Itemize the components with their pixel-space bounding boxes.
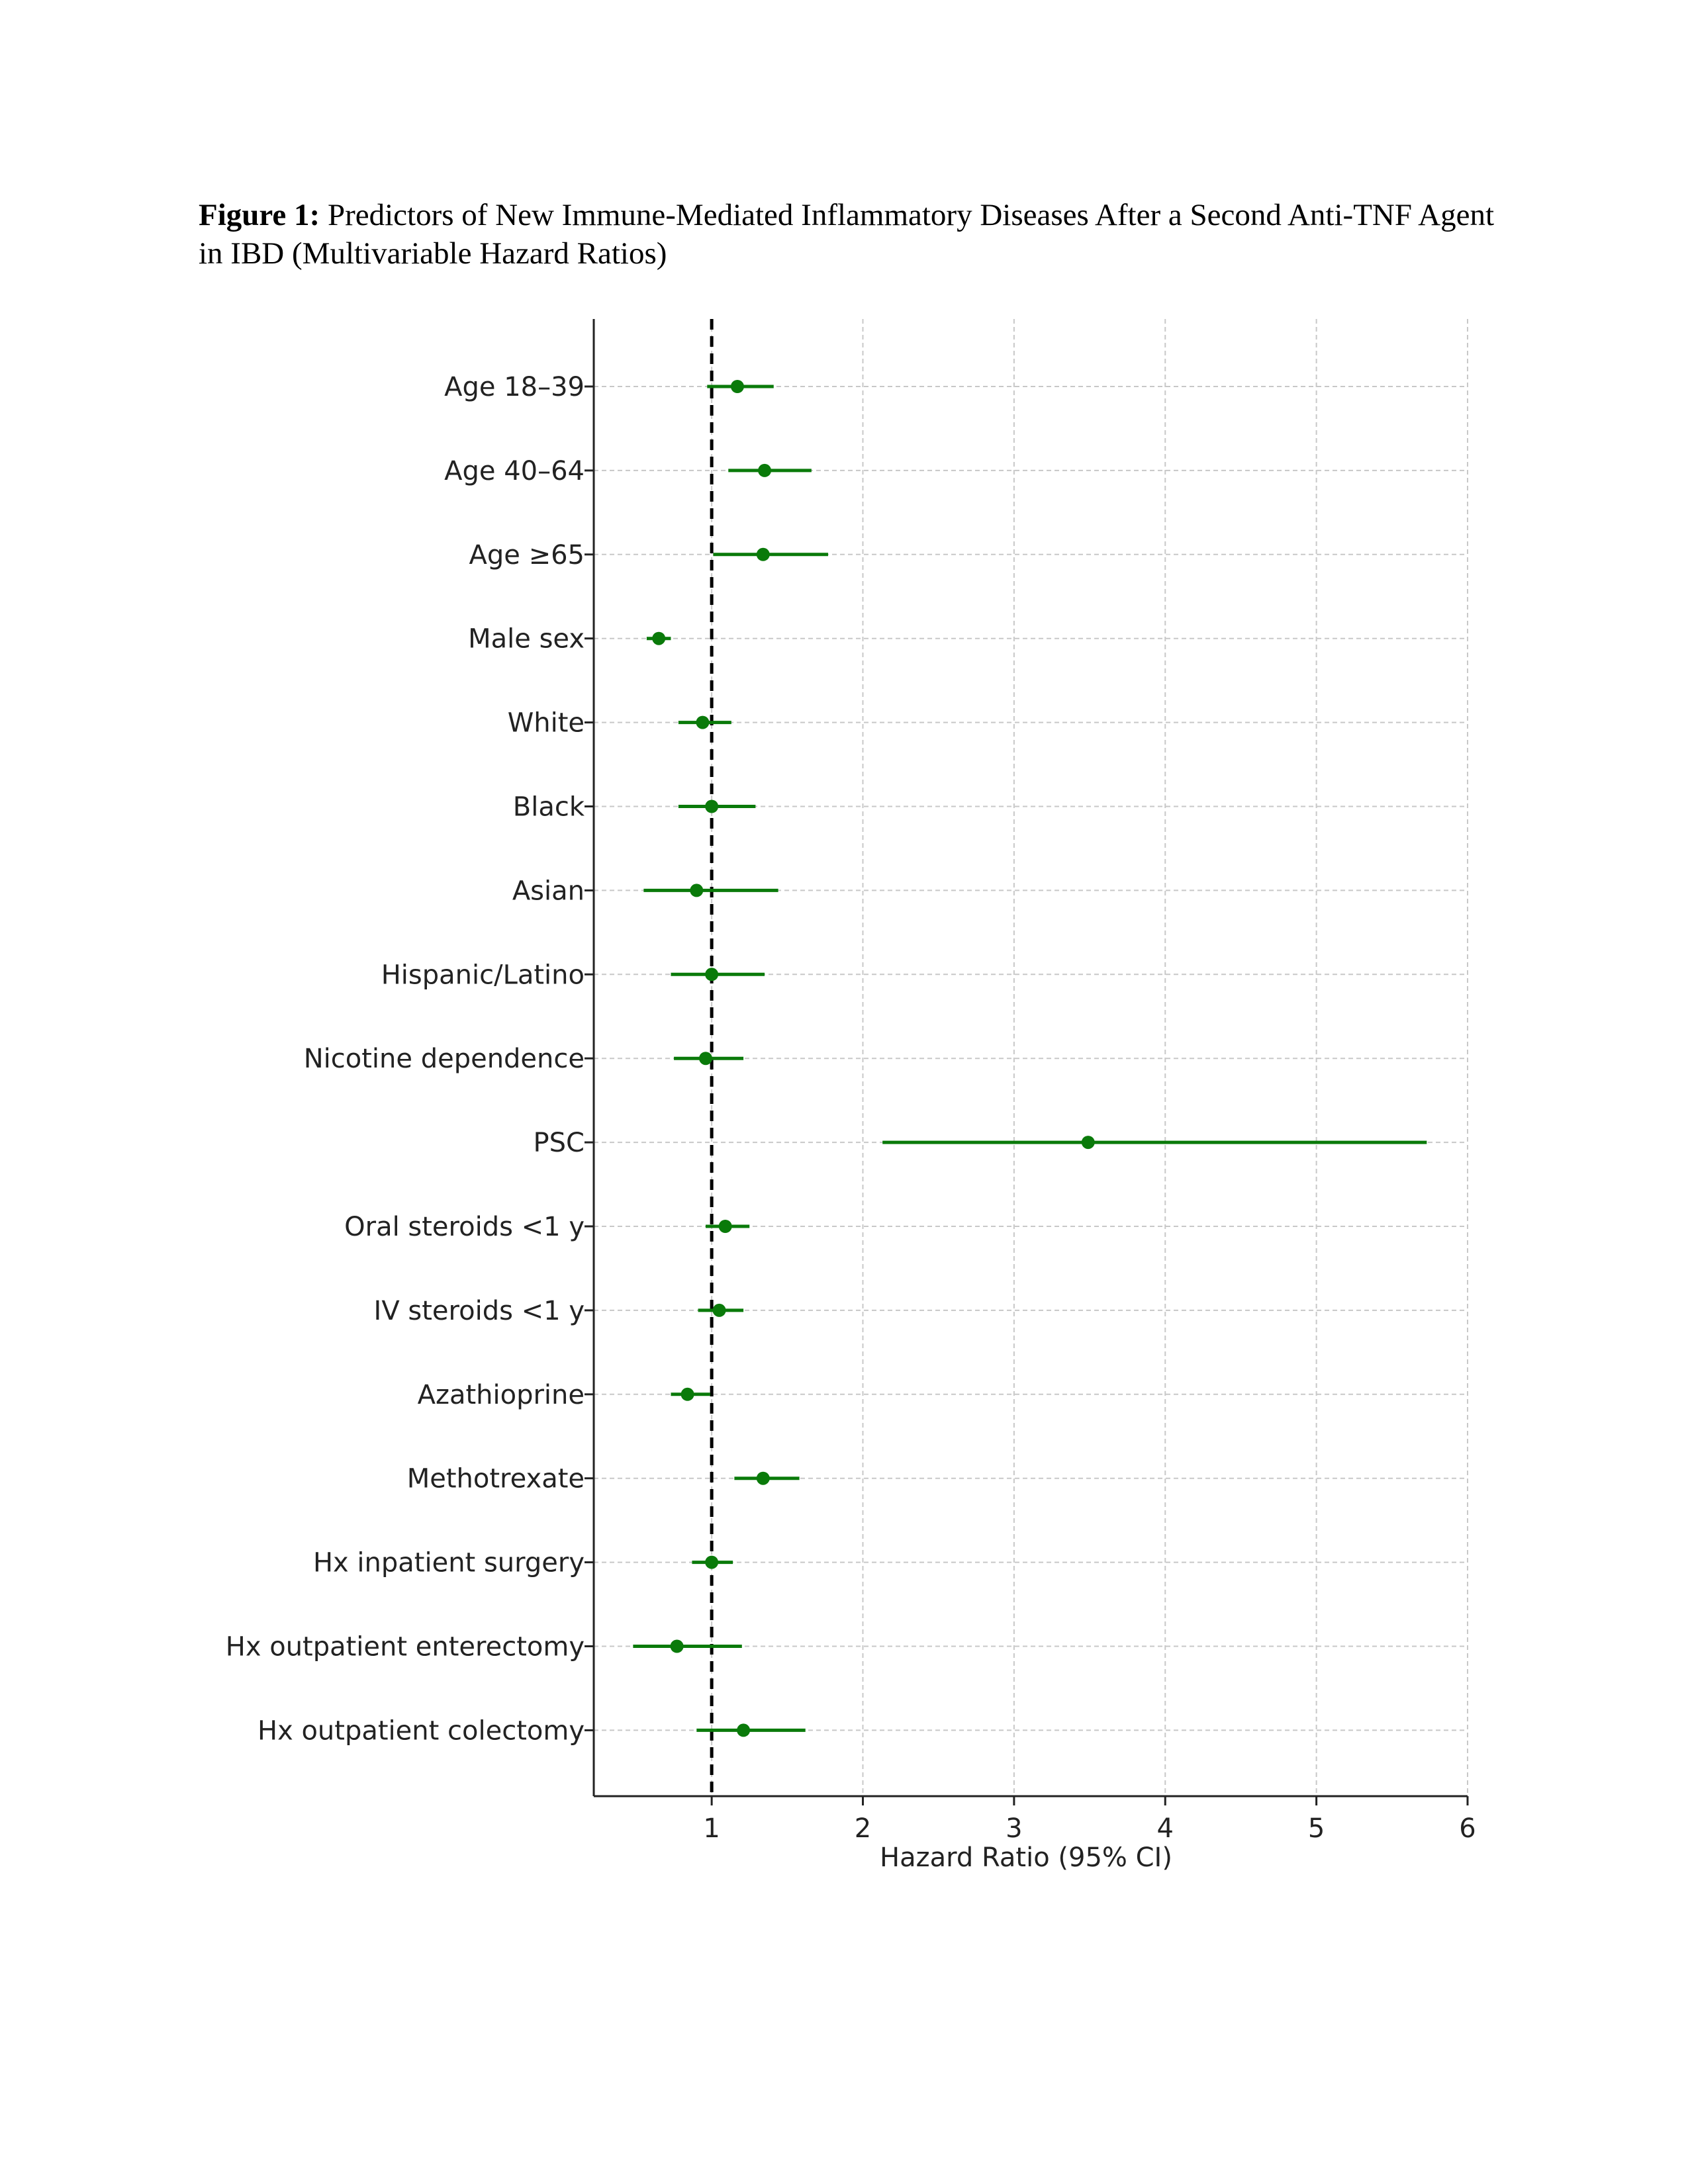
hr-point bbox=[698, 1052, 712, 1066]
hr-point bbox=[756, 547, 770, 561]
row-label: Age ≥65 bbox=[469, 540, 585, 570]
row-label: PSC bbox=[534, 1128, 585, 1158]
row-label: IV steroids <1 y bbox=[374, 1296, 585, 1326]
row-label: Hispanic/Latino bbox=[381, 960, 585, 990]
row-label: Age 18–39 bbox=[444, 372, 585, 402]
x-tick-label: 5 bbox=[1308, 1813, 1325, 1844]
row-labels: Age 18–39 Age 40–64 Age ≥65 Male sex White Bl… bbox=[226, 372, 585, 1746]
row-label: Hx outpatient enterectomy bbox=[226, 1632, 585, 1662]
x-tick-label: 6 bbox=[1459, 1813, 1476, 1844]
row-label: Azathioprine bbox=[418, 1380, 585, 1410]
hr-point bbox=[705, 968, 719, 981]
hr-point bbox=[1081, 1136, 1095, 1150]
x-tick-label: 2 bbox=[855, 1813, 871, 1844]
row-label: Asian bbox=[512, 876, 585, 906]
row-label: Nicotine dependence bbox=[304, 1044, 585, 1074]
figure-label: Figure 1: bbox=[199, 198, 320, 232]
hr-point bbox=[705, 1555, 719, 1569]
x-axis-label: Hazard Ratio (95% CI) bbox=[880, 1843, 1172, 1873]
figure-title: Predictors of New Immune-Mediated Inflam… bbox=[199, 198, 1495, 271]
x-tick-label: 4 bbox=[1157, 1813, 1174, 1844]
row-label: Oral steroids <1 y bbox=[344, 1212, 585, 1242]
row-label: Male sex bbox=[468, 624, 585, 655]
row-label: Hx outpatient colectomy bbox=[258, 1715, 585, 1746]
x-tick-label: 3 bbox=[1006, 1813, 1022, 1844]
figure-caption: Figure 1: Predictors of New Immune-Media… bbox=[199, 196, 1509, 273]
hr-point bbox=[718, 1220, 732, 1233]
hr-point bbox=[670, 1639, 684, 1653]
hr-point bbox=[756, 1471, 770, 1485]
data-marks bbox=[633, 380, 1427, 1737]
x-tick-label: 1 bbox=[703, 1813, 720, 1844]
row-label: Age 40–64 bbox=[444, 456, 585, 486]
hr-point bbox=[712, 1303, 726, 1317]
hr-point bbox=[696, 715, 710, 729]
hr-point bbox=[737, 1723, 751, 1737]
axes: 1 2 3 4 5 6 bbox=[585, 319, 1476, 1844]
row-label: Hx inpatient surgery bbox=[313, 1548, 585, 1578]
hr-point bbox=[758, 463, 772, 477]
row-label: Methotrexate bbox=[407, 1464, 585, 1494]
row-label: White bbox=[508, 708, 585, 739]
hr-point bbox=[652, 631, 666, 645]
row-label: Black bbox=[513, 792, 585, 823]
hr-point bbox=[705, 799, 719, 813]
hr-point bbox=[680, 1387, 694, 1401]
hr-point bbox=[690, 884, 704, 897]
hr-point bbox=[730, 380, 744, 393]
